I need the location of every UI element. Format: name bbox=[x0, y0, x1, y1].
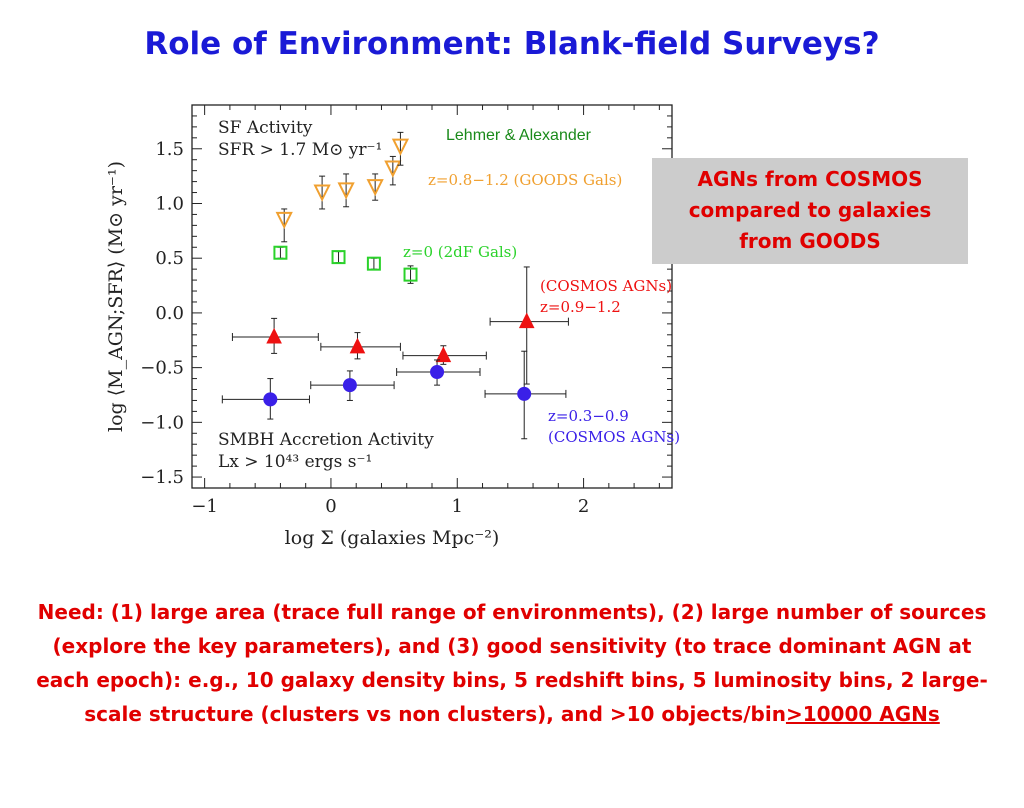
data-point bbox=[263, 392, 278, 407]
series-1 bbox=[273, 245, 418, 284]
data-point bbox=[331, 250, 346, 265]
x-tick-label: −1 bbox=[191, 496, 218, 517]
data-point bbox=[391, 138, 410, 156]
data-point bbox=[275, 211, 293, 230]
data-point bbox=[518, 312, 535, 329]
data-point bbox=[517, 386, 532, 401]
data-point bbox=[366, 256, 381, 271]
series-label: z=0.3−0.9 bbox=[548, 407, 629, 425]
data-point bbox=[435, 346, 452, 363]
data-point bbox=[313, 184, 331, 202]
x-tick-label: 0 bbox=[325, 496, 336, 517]
chart: −1 0 1 2 1.5 1.0 0.5 0.0 −0.5 −1.0 −1.5 log Σ (gala… bbox=[100, 95, 680, 555]
data-point bbox=[266, 327, 282, 344]
data-point bbox=[349, 337, 366, 354]
series-3 bbox=[221, 350, 567, 440]
series-0 bbox=[275, 131, 410, 243]
series-label: z=0.8−1.2 (GOODS Gals) bbox=[428, 171, 622, 189]
annotation-smbh-title: SMBH Accretion Activity bbox=[218, 430, 434, 450]
data-point bbox=[273, 245, 288, 260]
callout-line-1: AGNs from COSMOS bbox=[697, 167, 923, 191]
callout-line-2: compared to galaxies bbox=[688, 198, 932, 222]
y-tick-label: −1.5 bbox=[140, 467, 184, 488]
series-label: z=0 (2dF Gals) bbox=[403, 243, 517, 261]
data-point bbox=[366, 179, 384, 197]
x-tick-label: 1 bbox=[452, 496, 463, 517]
y-axis-label: log ⟨M_AGN;SFR⟩ (M⊙ yr⁻¹) bbox=[105, 161, 127, 432]
data-point bbox=[384, 160, 402, 178]
need-paragraph: Need: (1) large area (trace full range o… bbox=[30, 595, 994, 731]
callout-line-3: from GOODS bbox=[739, 229, 881, 253]
y-tick-label: 1.0 bbox=[155, 193, 184, 214]
x-tick-label: 2 bbox=[578, 496, 589, 517]
y-tick-label: 1.5 bbox=[155, 139, 184, 160]
series-2 bbox=[231, 266, 569, 385]
y-tick-label: −1.0 bbox=[140, 412, 184, 433]
data-point bbox=[403, 267, 418, 282]
data-point bbox=[342, 378, 357, 393]
annotation-sf-title: SF Activity bbox=[218, 118, 313, 138]
callout-box: AGNs from COSMOS compared to galaxies fr… bbox=[652, 158, 968, 264]
data-point bbox=[337, 182, 355, 200]
need-highlight: >10000 AGNs bbox=[785, 702, 940, 726]
need-text: Need: (1) large area (trace full range o… bbox=[36, 600, 988, 726]
y-tick-label: 0.0 bbox=[155, 303, 184, 324]
y-tick-label: 0.5 bbox=[155, 248, 184, 269]
slide-title: Role of Environment: Blank-field Surveys… bbox=[144, 26, 880, 62]
x-axis-label: log Σ (galaxies Mpc⁻²) bbox=[285, 527, 500, 549]
chart-credit: Lehmer & Alexander bbox=[446, 127, 591, 144]
y-tick-label: −0.5 bbox=[140, 358, 184, 379]
series-label: (COSMOS AGNs) bbox=[548, 428, 680, 446]
annotation-sf-threshold: SFR > 1.7 M⊙ yr⁻¹ bbox=[218, 140, 382, 160]
series-label: z=0.9−1.2 bbox=[540, 298, 621, 316]
annotation-smbh-threshold: Lx > 10⁴³ ergs s⁻¹ bbox=[218, 452, 372, 472]
data-point bbox=[430, 365, 445, 380]
scatter-plot: −1 0 1 2 1.5 1.0 0.5 0.0 −0.5 −1.0 −1.5 log Σ (gala… bbox=[105, 104, 680, 549]
series-label: (COSMOS AGNs) bbox=[540, 277, 672, 295]
